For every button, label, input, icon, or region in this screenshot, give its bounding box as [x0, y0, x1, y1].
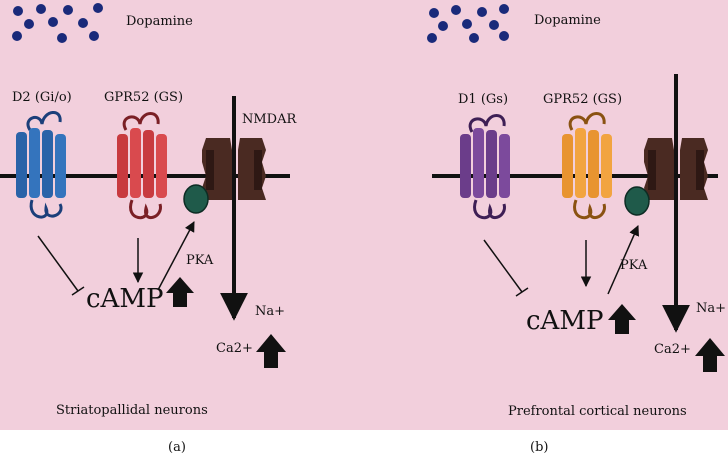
dopamine-molecules [12, 3, 103, 43]
pka-icon [183, 184, 209, 214]
dopamine-molecules [427, 4, 509, 43]
panel-a: Dopamine D2 (Gi/o) GPR52 (GS) NMDAR PKA … [0, 0, 355, 430]
nmdar-channel-icon [202, 138, 266, 200]
camp-label: cAMP [86, 284, 164, 314]
panel-a-diagram [0, 3, 290, 368]
d1-inhibits-camp [483, 239, 529, 297]
receptor-1-label: D1 (Gs) [458, 92, 509, 107]
pka-icon [624, 186, 650, 216]
panel-b-diagram [427, 4, 725, 372]
receptor-2-label: GPR52 (GS) [543, 92, 623, 107]
panel-b: Dopamine D1 (Gs) GPR52 (GS) PKA cAMP Na+… [354, 0, 728, 430]
sodium-label: Na+ [696, 301, 727, 316]
panel-b-caption: (b) [530, 440, 549, 455]
calcium-increase-arrow [256, 334, 286, 368]
ligand-label: Dopamine [534, 13, 601, 28]
panel-a-caption: (a) [168, 440, 186, 455]
calcium-label: Ca2+ [654, 342, 691, 357]
d1-receptor-icon [460, 114, 510, 220]
nmdar-channel-icon [644, 138, 708, 200]
calcium-label: Ca2+ [216, 341, 253, 356]
sodium-label: Na+ [255, 304, 286, 319]
camp-activates-pka [607, 225, 639, 295]
receptor-2-label: GPR52 (GS) [104, 90, 184, 105]
calcium-increase-arrow [695, 338, 725, 372]
camp-increase-arrow [608, 304, 636, 334]
gpr52-receptor-icon [117, 112, 167, 220]
neuron-type-label: Prefrontal cortical neurons [508, 404, 687, 419]
ligand-label: Dopamine [126, 14, 193, 29]
receptor-1-label: D2 (Gi/o) [12, 90, 72, 105]
camp-label: cAMP [526, 306, 604, 336]
camp-increase-arrow [166, 277, 194, 307]
camp-activates-pka [157, 221, 195, 291]
d2-inhibits-camp [37, 235, 85, 296]
d2-receptor-icon [16, 111, 66, 219]
gpr52-receptor-icon [562, 112, 612, 220]
kinase-label: PKA [186, 253, 214, 268]
neuron-type-label: Striatopallidal neurons [56, 403, 208, 418]
kinase-label: PKA [620, 258, 648, 273]
channel-label: NMDAR [242, 112, 297, 127]
